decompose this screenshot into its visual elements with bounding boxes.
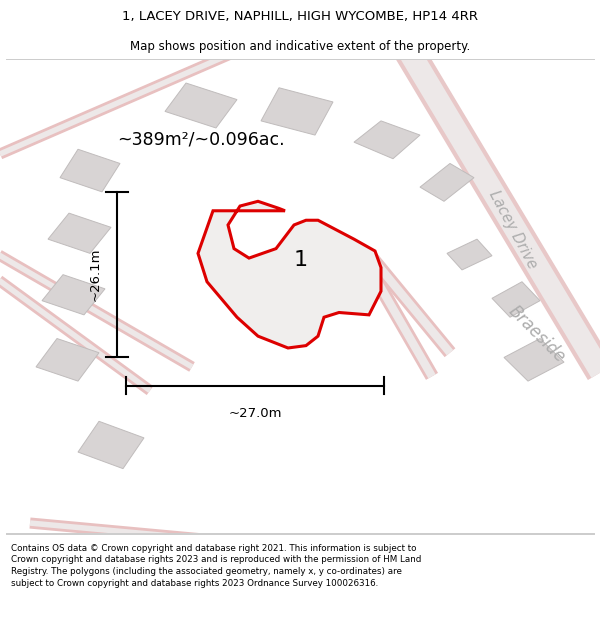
Text: ~389m²/~0.096ac.: ~389m²/~0.096ac. — [117, 131, 284, 149]
Text: Map shows position and indicative extent of the property.: Map shows position and indicative extent… — [130, 40, 470, 52]
Polygon shape — [420, 164, 474, 201]
Polygon shape — [165, 83, 237, 128]
Polygon shape — [60, 149, 120, 192]
Text: Contains OS data © Crown copyright and database right 2021. This information is : Contains OS data © Crown copyright and d… — [11, 544, 421, 588]
Polygon shape — [48, 213, 111, 253]
Polygon shape — [504, 339, 564, 381]
Text: ~27.0m: ~27.0m — [228, 407, 282, 420]
Polygon shape — [36, 339, 99, 381]
Text: ~26.1m: ~26.1m — [89, 248, 102, 301]
Polygon shape — [261, 88, 333, 135]
Polygon shape — [198, 201, 381, 348]
Text: 1, LACEY DRIVE, NAPHILL, HIGH WYCOMBE, HP14 4RR: 1, LACEY DRIVE, NAPHILL, HIGH WYCOMBE, H… — [122, 10, 478, 23]
Text: 1: 1 — [294, 251, 308, 271]
Text: Braeside: Braeside — [505, 302, 569, 366]
Text: Lacey Drive: Lacey Drive — [486, 188, 540, 271]
Polygon shape — [447, 239, 492, 270]
Polygon shape — [78, 421, 144, 469]
Polygon shape — [42, 274, 105, 315]
Polygon shape — [354, 121, 420, 159]
Polygon shape — [492, 282, 540, 318]
Polygon shape — [252, 268, 342, 319]
